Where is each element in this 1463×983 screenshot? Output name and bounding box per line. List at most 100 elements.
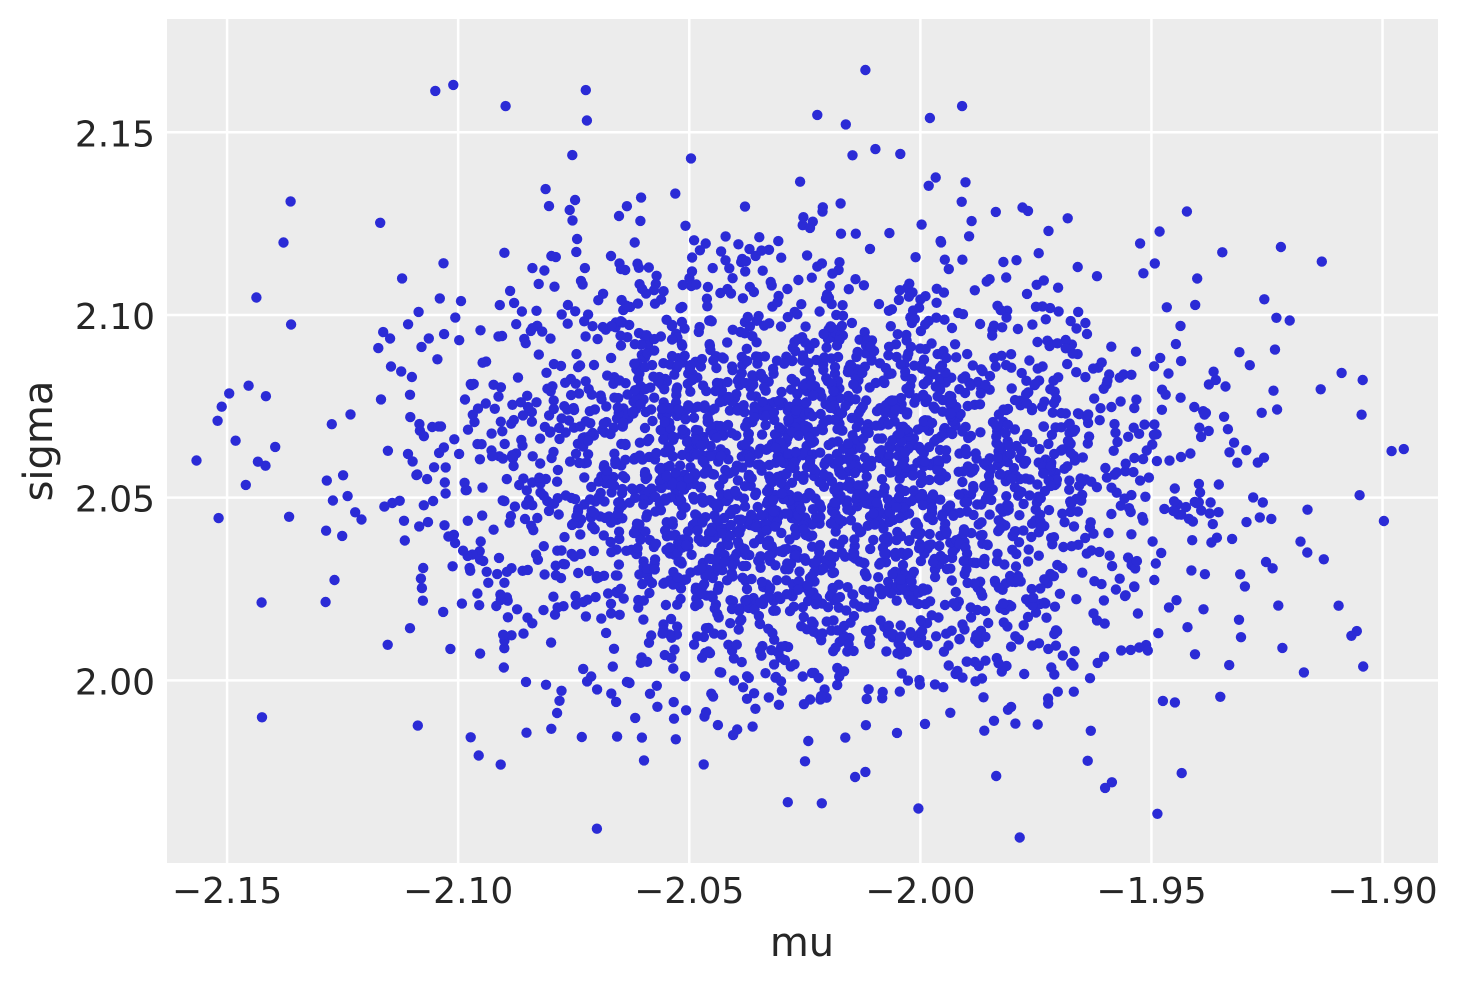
data-point (548, 446, 559, 458)
data-point (1224, 447, 1235, 458)
data-point (652, 701, 663, 712)
data-point (686, 252, 698, 263)
data-point (602, 588, 614, 599)
data-point (1110, 427, 1121, 438)
data-point (773, 235, 784, 247)
data-point (1106, 508, 1117, 520)
data-point (350, 507, 361, 518)
data-point (1109, 418, 1120, 430)
data-point (285, 319, 297, 330)
data-point (649, 333, 660, 345)
data-point (1134, 475, 1146, 486)
data-point (579, 472, 590, 483)
data-point (541, 367, 552, 378)
data-point (1126, 489, 1137, 501)
data-point (752, 459, 763, 470)
data-point (1213, 479, 1225, 490)
data-point (747, 721, 758, 732)
data-point (660, 495, 671, 506)
data-point (680, 539, 692, 551)
data-point (613, 210, 625, 222)
data-point (782, 283, 793, 295)
data-point (1152, 808, 1163, 819)
data-point (539, 569, 550, 580)
data-point (327, 495, 339, 506)
data-point (572, 362, 584, 373)
data-point (881, 646, 892, 657)
data-point (965, 380, 976, 391)
data-point (1159, 503, 1170, 515)
data-point (1193, 478, 1205, 490)
data-point (1058, 541, 1069, 553)
data-point (547, 381, 558, 392)
data-point (580, 84, 591, 96)
data-point (422, 516, 434, 528)
data-point (584, 494, 596, 505)
data-point (773, 699, 785, 710)
data-point (499, 438, 510, 450)
data-point (492, 568, 503, 580)
data-point (562, 318, 573, 329)
data-point (737, 560, 749, 572)
data-point (1176, 509, 1187, 520)
data-point (1069, 455, 1081, 466)
data-point (326, 419, 337, 430)
y-tick-label: 2.10 (75, 297, 155, 338)
data-point (1128, 422, 1139, 433)
data-point (786, 384, 797, 395)
data-point (817, 628, 828, 639)
data-point (693, 533, 704, 545)
data-point (923, 441, 935, 453)
data-point (935, 494, 946, 505)
data-point (489, 403, 500, 414)
data-point (670, 734, 681, 745)
data-point (580, 376, 591, 387)
data-point (776, 386, 787, 398)
data-point (1148, 361, 1160, 372)
data-point (761, 486, 773, 497)
data-point (756, 576, 768, 588)
data-point (1065, 506, 1076, 518)
data-point (738, 493, 750, 504)
data-point (784, 605, 796, 617)
data-point (1065, 447, 1076, 459)
data-point (1129, 402, 1140, 414)
data-point (805, 488, 816, 500)
data-point (823, 453, 834, 464)
data-point (1038, 421, 1049, 432)
data-point (633, 602, 644, 613)
data-point (462, 424, 474, 435)
data-point (590, 591, 601, 603)
data-point (1110, 584, 1122, 595)
data-point (568, 404, 580, 416)
data-point (723, 639, 734, 650)
data-point (984, 509, 995, 520)
data-point (757, 396, 768, 407)
data-point (256, 712, 268, 723)
data-point (628, 527, 640, 539)
data-point (1132, 608, 1144, 619)
data-point (998, 404, 1009, 415)
data-point (648, 285, 660, 296)
data-point (705, 526, 716, 537)
data-point (795, 503, 807, 515)
data-point (240, 479, 251, 491)
data-point (1140, 491, 1151, 502)
data-point (672, 621, 683, 632)
data-point (836, 320, 848, 332)
data-point (754, 618, 766, 630)
data-point (697, 517, 708, 528)
data-point (430, 85, 441, 97)
data-point (1068, 686, 1080, 697)
data-point (1049, 601, 1061, 612)
data-point (1131, 555, 1143, 567)
data-point (845, 515, 857, 526)
data-point (285, 196, 296, 207)
x-tick-label: −2.15 (172, 871, 282, 912)
data-point (755, 562, 766, 573)
data-point (1120, 466, 1131, 477)
data-point (720, 255, 731, 266)
data-point (907, 470, 919, 481)
data-point (508, 414, 519, 426)
data-point (605, 608, 617, 619)
